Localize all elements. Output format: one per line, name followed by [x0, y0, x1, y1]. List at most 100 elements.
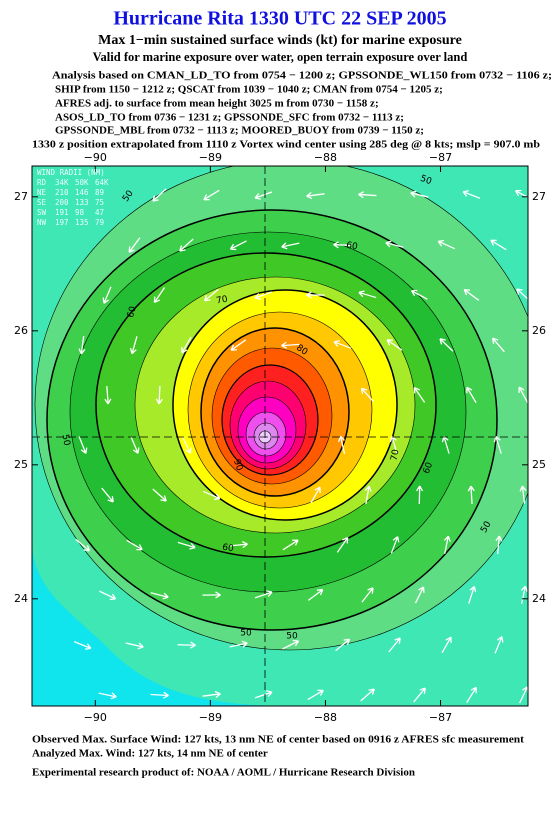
- contour-label: 60: [126, 305, 139, 319]
- contour-label: 60: [422, 461, 435, 475]
- wind-arrow: [358, 290, 377, 299]
- wind-arrow: [360, 688, 375, 702]
- wind-arrow: [466, 386, 477, 404]
- radii-cell: NE: [37, 188, 47, 197]
- wind-arrow: [519, 485, 527, 505]
- contour-label: 50: [240, 629, 252, 639]
- wind-arrow: [385, 240, 404, 248]
- map-frame: [31, 165, 529, 707]
- wind-arrow: [307, 588, 324, 601]
- observed-wind: Observed Max. Surface Wind: 127 kts, 13 …: [32, 734, 524, 746]
- wind-arrow: [98, 692, 117, 700]
- wind-arrow: [462, 190, 481, 199]
- wind-arrow: [386, 339, 403, 351]
- wind-arrow: [467, 485, 475, 505]
- wind-arrow: [254, 690, 273, 699]
- radii-header: 34K: [55, 178, 69, 187]
- wind-arrow: [413, 386, 426, 403]
- wind-arrow: [229, 541, 248, 549]
- wind-arrow: [73, 641, 92, 650]
- wind-arrow: [410, 190, 429, 198]
- subtitle: Max 1−min sustained surface winds (kt) f…: [98, 33, 462, 48]
- wind-arrow: [494, 636, 504, 654]
- x-tick-label: −89: [199, 711, 222, 724]
- position-note: 1330 z position extrapolated from 1110 z…: [32, 139, 540, 151]
- wind-field: [32, 166, 528, 706]
- x-tick-label: −90: [84, 151, 107, 164]
- wind-arrow: [466, 686, 477, 703]
- wind-arrow: [281, 242, 300, 250]
- radii-cell: SW: [37, 208, 47, 217]
- wind-arrow: [104, 385, 112, 405]
- y-tick-label: 24: [532, 592, 546, 605]
- wind-arrow: [468, 585, 477, 604]
- wind-arrow: [229, 640, 248, 648]
- wind-arrow: [203, 189, 220, 201]
- analysis-line: AFRES adj. to surface from mean height 3…: [55, 98, 379, 110]
- wind-arrow: [364, 485, 372, 504]
- wind-arrow: [416, 485, 424, 505]
- wind-arrow: [230, 339, 247, 351]
- wind-arrow: [126, 539, 143, 551]
- wind-arrow: [229, 240, 247, 251]
- radii-cell: NW: [37, 218, 47, 227]
- radii-cell: 89: [95, 188, 104, 197]
- wind-arrow: [490, 239, 507, 251]
- y-tick-label: 27: [14, 190, 28, 203]
- wind-arrow: [150, 592, 169, 600]
- wind-arrow: [360, 387, 374, 403]
- wind-arrow: [182, 436, 192, 454]
- contour-label: 50: [286, 632, 298, 642]
- wind-arrow: [307, 689, 324, 701]
- wind-arrow: [254, 590, 273, 599]
- radii-cell: 79: [95, 218, 104, 227]
- radii-cell: 98: [75, 208, 85, 217]
- wind-arrow: [102, 286, 112, 304]
- analyzed-wind: Analyzed Max. Wind: 127 kts, 14 nm NE of…: [32, 748, 268, 760]
- radii-header: 64K: [95, 178, 109, 187]
- wind-vectors: [73, 188, 528, 704]
- contour-label: 60: [221, 543, 234, 555]
- wind-arrow: [202, 690, 221, 698]
- wind-arrow: [333, 241, 352, 249]
- wind-arrow: [361, 587, 374, 603]
- radii-header: RD: [37, 178, 47, 187]
- wind-arrow: [441, 636, 452, 654]
- x-tick-label: −87: [429, 151, 452, 164]
- wind-arrow: [463, 289, 480, 301]
- analysis-line: Analysis based on CMAN_LD_TO from 0754 −…: [52, 70, 552, 82]
- wind-arrow: [129, 336, 138, 355]
- wind-arrow: [358, 191, 377, 199]
- radii-cell: 197: [55, 218, 69, 227]
- x-tick-label: −87: [429, 711, 452, 724]
- radii-header: 50K: [75, 178, 89, 187]
- radii-cell: 191: [55, 208, 69, 217]
- y-tick-label: 26: [14, 324, 28, 337]
- wind-arrow: [520, 585, 528, 604]
- wind-arrow: [78, 436, 88, 454]
- radii-cell: 200: [55, 198, 69, 207]
- wind-arrow: [437, 239, 455, 250]
- wind-arrow: [128, 237, 141, 253]
- radii-cell: 47: [95, 208, 104, 217]
- wind-arrow: [179, 238, 194, 252]
- wind-arrow: [181, 336, 192, 354]
- wind-arrow: [306, 192, 325, 200]
- wind-arrow: [306, 291, 325, 299]
- radii-cell: SE: [37, 198, 47, 207]
- contour-label: 60: [345, 241, 358, 253]
- x-tick-label: −88: [314, 711, 337, 724]
- wind-arrow: [413, 687, 426, 703]
- wind-arrow: [254, 291, 273, 300]
- wind-arrow: [443, 535, 451, 554]
- radii-cell: 135: [75, 218, 89, 227]
- wind-arrow: [202, 591, 221, 599]
- wind-arrow: [153, 287, 166, 304]
- x-tick-label: −90: [84, 711, 107, 724]
- wind-arrow: [491, 337, 505, 353]
- wind-arrow: [333, 340, 352, 349]
- wind-arrow: [388, 637, 401, 653]
- wind-arrow: [130, 436, 140, 454]
- y-tick-label: 25: [532, 458, 546, 471]
